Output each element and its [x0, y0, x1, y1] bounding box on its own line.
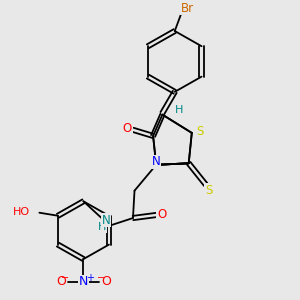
Text: O: O [123, 122, 132, 135]
Text: Br: Br [181, 2, 194, 15]
Text: HO: HO [13, 207, 30, 217]
Text: N: N [102, 214, 110, 227]
Text: S: S [196, 125, 203, 138]
Text: N: N [79, 275, 88, 288]
Text: −: − [97, 273, 106, 283]
Text: H: H [175, 105, 184, 115]
Text: +: + [86, 273, 94, 283]
Text: −: − [61, 273, 70, 283]
Text: O: O [56, 275, 66, 288]
Text: O: O [101, 275, 111, 288]
Text: N: N [152, 155, 161, 168]
Text: O: O [157, 208, 167, 221]
Text: H: H [98, 222, 106, 232]
Text: S: S [205, 184, 212, 196]
